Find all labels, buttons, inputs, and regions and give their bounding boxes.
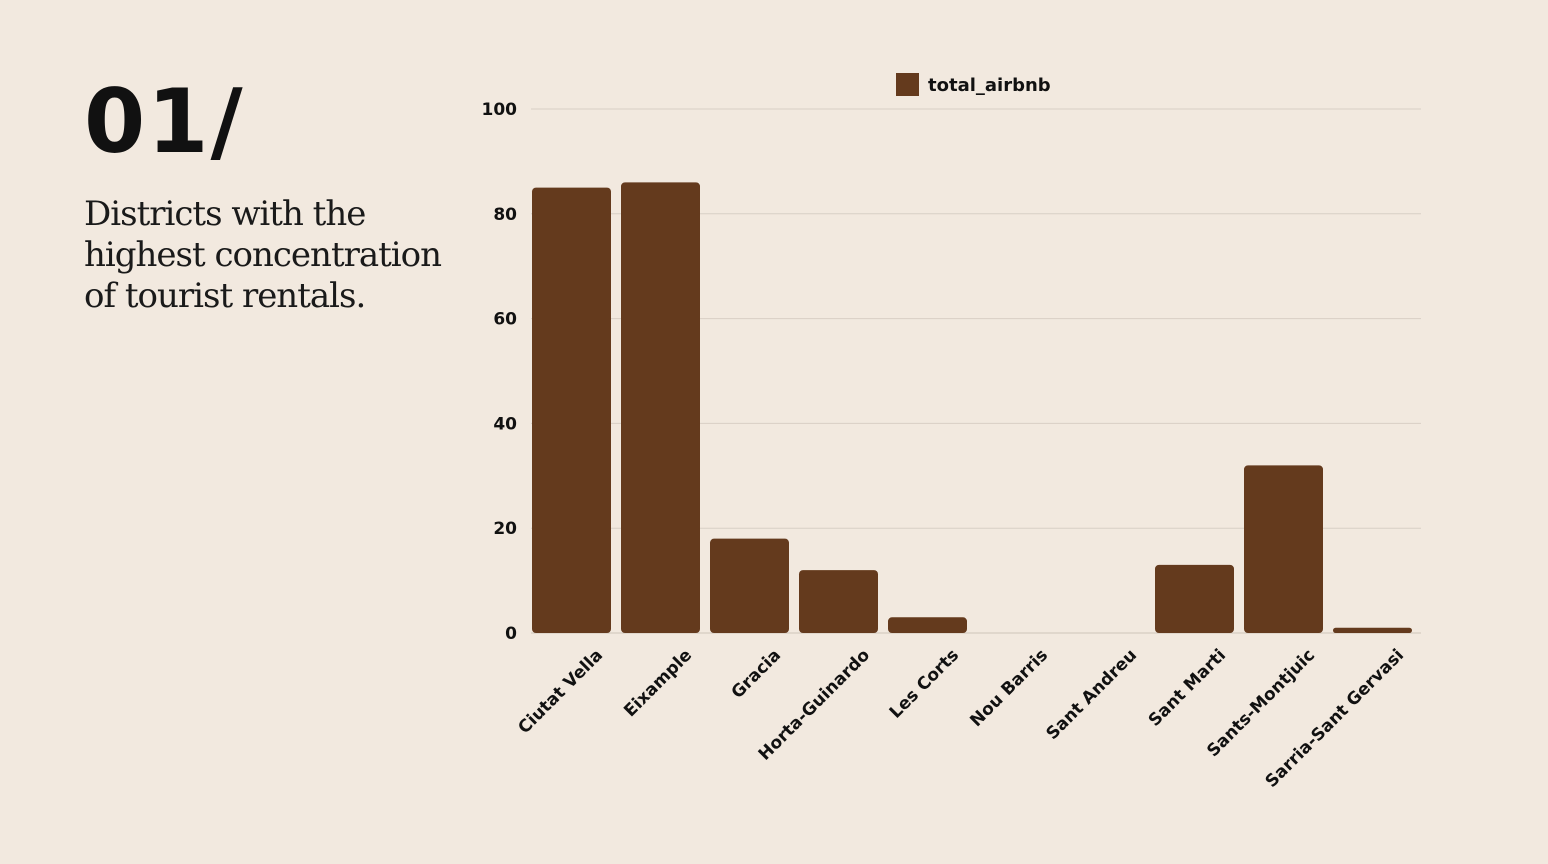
x-tick-label: Nou Barris	[966, 645, 1052, 731]
legend: total_airbnb	[896, 73, 1051, 96]
bars	[532, 182, 1412, 634]
slide-headline: Districts with the highest concentration…	[84, 194, 442, 316]
y-tick-label: 80	[493, 205, 517, 225]
bar-eixample	[621, 182, 700, 634]
y-tick-label: 0	[505, 624, 517, 644]
x-tick-label: Ciutat Vella	[514, 645, 607, 738]
legend-label: total_airbnb	[928, 75, 1051, 96]
bar-horta-guinardo	[799, 570, 878, 633]
bar-gracia	[710, 538, 789, 633]
x-tick-label: Eixample	[620, 645, 696, 721]
y-tick-label: 40	[493, 414, 517, 434]
bar-sarria-sant-gervasi	[1333, 627, 1412, 633]
y-tick-label: 100	[482, 100, 518, 120]
bar-les-corts	[888, 617, 967, 633]
legend-swatch	[896, 73, 919, 96]
y-tick-label: 60	[493, 310, 517, 330]
bar-sant-marti	[1155, 564, 1234, 633]
bar-ciutat-vella	[532, 187, 611, 633]
bar-sants-montjuic	[1244, 465, 1323, 633]
x-tick-label: Sant Andreu	[1043, 645, 1142, 744]
x-axis-labels: Ciutat Vella Eixample GraciaHorta-Guinardo…	[514, 645, 1408, 791]
x-tick-label: Les Corts	[886, 645, 963, 722]
slide-number: 01/	[84, 70, 245, 173]
y-tick-label: 20	[493, 519, 517, 539]
y-axis-ticks: 0 20 40 60 80 100	[482, 100, 518, 644]
x-tick-label: Gracia	[728, 645, 785, 702]
x-tick-label: Sant Marti	[1145, 645, 1230, 730]
